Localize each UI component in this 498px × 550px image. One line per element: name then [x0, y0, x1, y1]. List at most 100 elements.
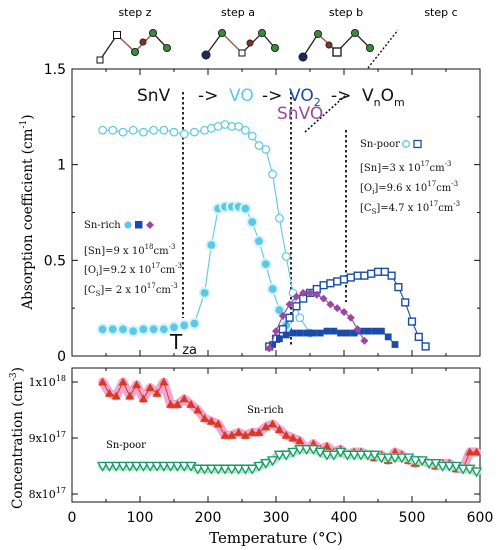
data-point: [192, 464, 204, 475]
data-point: [316, 329, 324, 337]
sn-rich-oi-line: [Oi]=9.2 x 1017cm-3: [84, 262, 182, 278]
data-point: [364, 327, 372, 335]
data-point: [326, 300, 335, 309]
data-point: [371, 327, 378, 335]
data-point: [282, 331, 290, 339]
data-point: [289, 329, 297, 337]
data-point: [346, 313, 355, 322]
data-point: [170, 323, 178, 332]
data-point: [212, 464, 224, 475]
top-y-tick-label: 1: [57, 158, 66, 174]
sn-rich-vo-marker: [124, 221, 132, 229]
snvo-label: SnVO: [277, 104, 323, 124]
data-point: [226, 464, 238, 475]
data-point: [384, 333, 392, 341]
data-point: [275, 306, 284, 314]
data-point: [260, 459, 272, 470]
data-point: [193, 405, 203, 414]
data-point: [104, 388, 114, 397]
data-point: [303, 329, 310, 337]
data-point: [248, 218, 257, 226]
data-point: [261, 422, 271, 431]
data-point: [110, 461, 122, 472]
top-y-tick-label: 0: [57, 349, 66, 365]
bottom-x-tick-label: 100: [127, 510, 154, 526]
sn-rich-cs-line: [CS]= 2 x 1017cm-3: [84, 282, 178, 298]
data-point: [158, 461, 170, 472]
data-point: [295, 436, 305, 445]
data-point: [118, 377, 128, 386]
data-point: [246, 464, 258, 475]
arrow-1: ->: [198, 86, 218, 106]
series-vo-sn-rich: [96, 200, 293, 338]
data-point: [333, 304, 342, 313]
data-point: [346, 273, 355, 282]
data-point: [117, 461, 129, 472]
data-point: [330, 327, 338, 335]
step-header: step z step a step b step c: [96, 6, 458, 69]
data-point: [281, 430, 291, 439]
data-point: [300, 445, 313, 456]
top-y-tick-labels: 0 0.5 1 1.5: [44, 62, 66, 365]
data-point: [159, 125, 169, 135]
sn-rich-sn-line: [Sn]=9 x 1018cm-3: [84, 243, 175, 257]
data-point: [247, 427, 257, 436]
data-point: [200, 288, 209, 297]
data-point: [353, 271, 362, 280]
data-point: [319, 294, 328, 303]
data-point: [278, 311, 287, 320]
bottom-y-axis-label: Concentration (cm-3): [9, 367, 26, 509]
data-point: [164, 461, 177, 472]
data-point: [172, 399, 182, 408]
data-point: [178, 461, 190, 472]
data-point: [401, 298, 410, 307]
data-point: [268, 169, 278, 179]
top-series-layer: [96, 120, 430, 353]
data-point: [340, 307, 348, 316]
data-point: [227, 430, 237, 439]
data-point: [234, 427, 244, 436]
data-point: [389, 453, 401, 464]
data-point: [190, 319, 199, 328]
data-point: [261, 144, 271, 154]
sn-poor-cs-line: [CS]=4.7 x 1017cm-3: [360, 200, 460, 216]
data-point: [129, 327, 138, 336]
data-point: [273, 450, 286, 461]
data-point: [292, 302, 301, 311]
spacer: [302, 130, 346, 140]
arrow-3: ->: [331, 86, 351, 106]
data-point: [387, 271, 396, 280]
data-point: [144, 461, 156, 472]
data-point: [299, 288, 308, 297]
data-point: [171, 461, 184, 472]
data-point: [285, 300, 294, 309]
sn-rich-legend: Sn-rich [Sn]=9 x 1018cm-3 [Oi]=9.2 x 101…: [84, 220, 182, 298]
data-point: [382, 453, 394, 464]
data-point: [132, 380, 142, 389]
data-point: [149, 325, 158, 334]
step-b-label: step b: [329, 6, 363, 19]
data-point: [287, 447, 299, 458]
data-point: [166, 399, 176, 408]
step-b-lattice-diagram: [298, 28, 374, 62]
data-point: [348, 450, 360, 461]
data-point: [396, 453, 408, 464]
sn-poor-oi-line: [Oi]=9.6 x 1017cm-3: [360, 180, 458, 196]
sn-poor-legend: Sn-poor [Sn]=3 x 1017cm-3 [Oi]=9.6 x 101…: [360, 139, 460, 216]
series-vo2-sn-poor: [265, 267, 430, 351]
data-point: [272, 327, 280, 336]
reaction-sequence: SnV -> VO -> VO2 -> VnOm SnVO: [137, 86, 405, 124]
data-point: [254, 427, 264, 436]
data-point: [341, 450, 354, 461]
data-point: [333, 277, 342, 286]
data-point: [295, 313, 305, 323]
data-point: [151, 461, 163, 472]
data-point: [152, 388, 162, 397]
step-a-label: step a: [221, 6, 255, 19]
data-point: [253, 461, 265, 472]
data-point: [280, 450, 292, 461]
data-point: [285, 313, 294, 322]
data-point: [180, 321, 189, 330]
vnom-diagonal-line: [304, 94, 347, 133]
